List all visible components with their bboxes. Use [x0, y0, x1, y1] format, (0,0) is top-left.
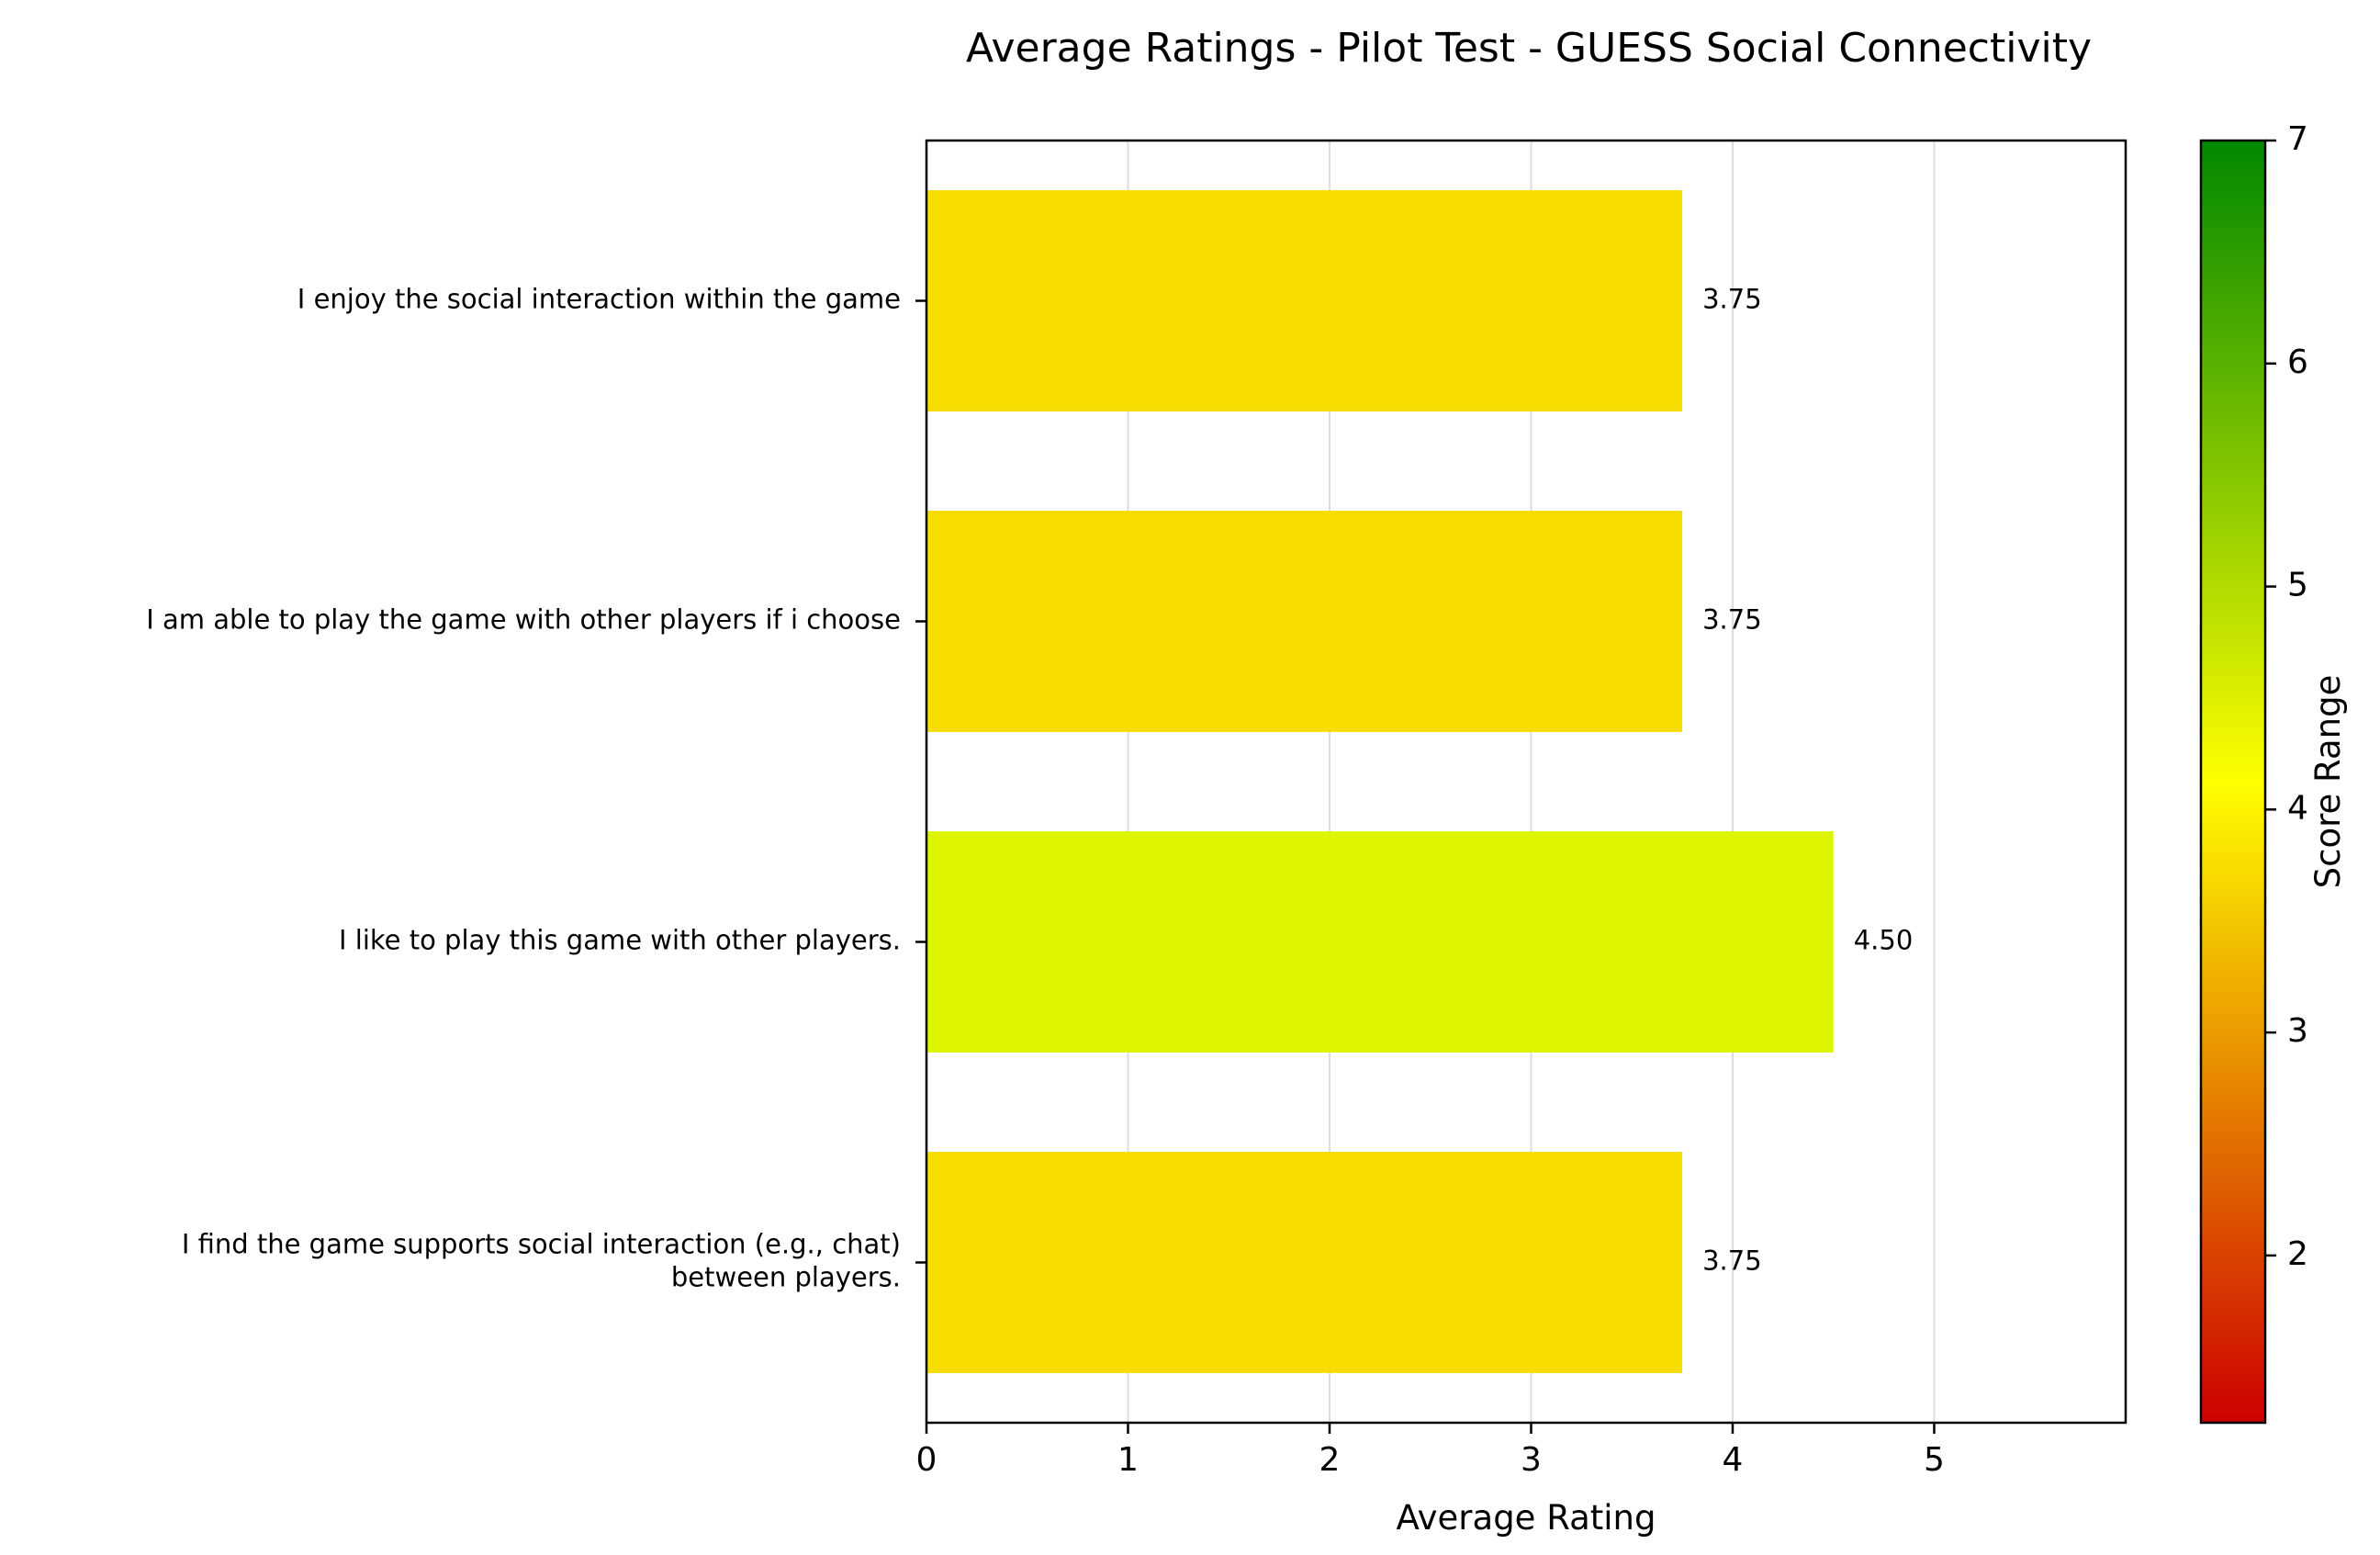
data-label: 3.75	[1702, 604, 1762, 636]
x-tick-label: 1	[1117, 1441, 1139, 1479]
colorbar-tick-label: 6	[2287, 344, 2308, 381]
plot-frame	[925, 139, 2127, 1425]
colorbar-tick-label: 5	[2287, 567, 2308, 604]
colorbar-tick-label: 2	[2287, 1235, 2308, 1273]
chart-title: Average Ratings - Pilot Test - GUESS Soc…	[966, 25, 2092, 72]
colorbar-tick-label: 4	[2287, 789, 2308, 827]
category-label: I enjoy the social interaction within th…	[298, 284, 901, 315]
x-tick-label: 5	[1924, 1441, 1945, 1479]
colorbar: 2 3 4 5 6 7 Score Range	[2199, 120, 2348, 1425]
bar	[926, 190, 1683, 411]
bar	[926, 1152, 1683, 1373]
data-label: 3.75	[1702, 284, 1762, 315]
bar	[926, 511, 1683, 732]
x-axis-label: Average Rating	[1397, 1498, 1656, 1538]
x-tick-label: 2	[1319, 1441, 1341, 1479]
category-label: I am able to play the game with other pl…	[146, 604, 901, 636]
bars: 3.75 3.75 4.50 3.75	[926, 190, 1913, 1373]
colorbar-tick-label: 3	[2287, 1012, 2308, 1050]
category-label: I find the game supports social interact…	[182, 1229, 901, 1293]
category-label: I like to play this game with other play…	[339, 925, 901, 956]
colorbar-label: Score Range	[2308, 675, 2348, 889]
x-tick-label: 0	[916, 1441, 937, 1479]
data-label: 4.50	[1854, 925, 1914, 956]
data-label: 3.75	[1702, 1245, 1762, 1277]
bar	[926, 831, 1834, 1053]
x-axis: 0 1 2 3 4 5	[916, 1423, 1945, 1479]
x-tick-label: 4	[1723, 1441, 1744, 1479]
colorbar-tick-label: 7	[2287, 120, 2308, 158]
x-tick-label: 3	[1521, 1441, 1542, 1479]
colorbar-gradient	[2199, 139, 2267, 1425]
y-axis: I enjoy the social interaction within th…	[146, 284, 926, 1293]
